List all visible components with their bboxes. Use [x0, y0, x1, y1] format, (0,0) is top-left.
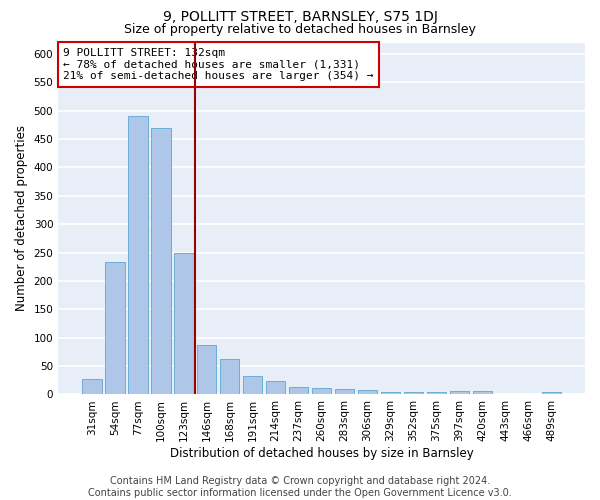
Bar — [105, 262, 125, 394]
Bar — [335, 389, 355, 394]
Bar — [220, 358, 239, 394]
Bar — [128, 116, 148, 394]
Bar — [82, 379, 101, 394]
Bar — [266, 382, 286, 394]
Text: 9 POLLITT STREET: 132sqm
← 78% of detached houses are smaller (1,331)
21% of sem: 9 POLLITT STREET: 132sqm ← 78% of detach… — [64, 48, 374, 81]
Bar — [312, 388, 331, 394]
X-axis label: Distribution of detached houses by size in Barnsley: Distribution of detached houses by size … — [170, 447, 473, 460]
Bar — [427, 392, 446, 394]
Bar — [473, 391, 492, 394]
Bar — [449, 391, 469, 394]
Bar — [197, 344, 217, 395]
Bar — [381, 392, 400, 394]
Bar — [243, 376, 262, 394]
Bar — [542, 392, 561, 394]
Text: 9, POLLITT STREET, BARNSLEY, S75 1DJ: 9, POLLITT STREET, BARNSLEY, S75 1DJ — [163, 10, 437, 24]
Y-axis label: Number of detached properties: Number of detached properties — [15, 126, 28, 312]
Bar — [289, 386, 308, 394]
Text: Contains HM Land Registry data © Crown copyright and database right 2024.
Contai: Contains HM Land Registry data © Crown c… — [88, 476, 512, 498]
Bar — [151, 128, 170, 394]
Bar — [404, 392, 423, 394]
Bar — [174, 252, 194, 394]
Bar — [358, 390, 377, 394]
Text: Size of property relative to detached houses in Barnsley: Size of property relative to detached ho… — [124, 22, 476, 36]
